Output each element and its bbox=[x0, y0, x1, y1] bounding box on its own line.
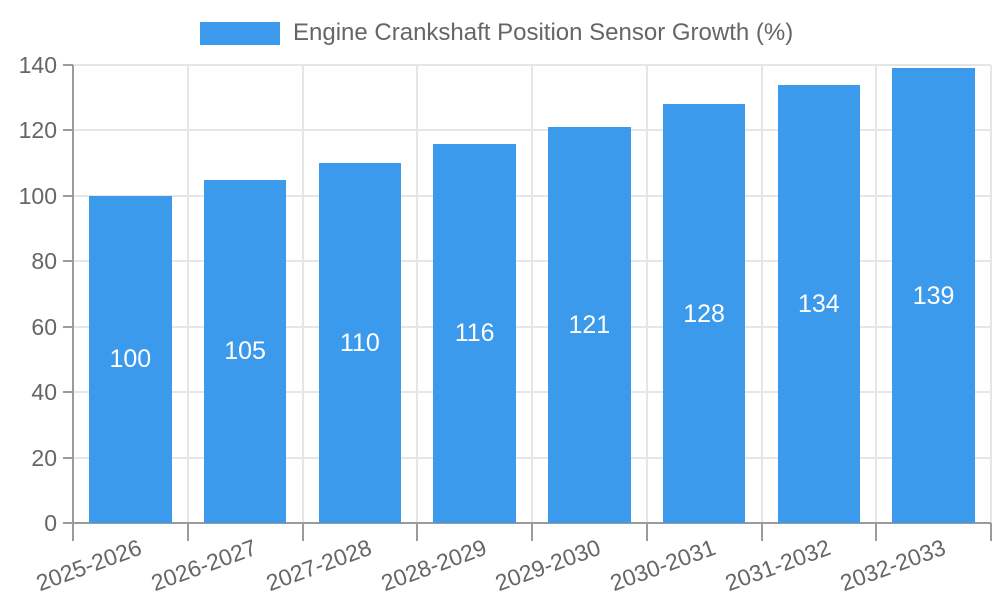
y-axis-label: 0 bbox=[44, 510, 57, 536]
bar-value-label: 121 bbox=[568, 311, 611, 340]
x-axis-label: 2027-2028 bbox=[262, 534, 375, 597]
y-axis-label: 40 bbox=[31, 379, 57, 406]
bar bbox=[203, 179, 287, 523]
y-axis-tick bbox=[63, 391, 73, 394]
gridline-vertical bbox=[416, 65, 419, 523]
bar-value-label: 128 bbox=[683, 299, 725, 328]
y-axis-label: 120 bbox=[18, 117, 57, 144]
bar bbox=[89, 195, 172, 523]
y-axis-label: 60 bbox=[31, 313, 57, 340]
chart-legend[interactable]: Engine Crankshaft Position Sensor Growth… bbox=[200, 20, 793, 46]
y-axis-tick bbox=[63, 194, 73, 197]
legend-swatch bbox=[200, 21, 280, 45]
x-axis-label: 2028-2029 bbox=[377, 534, 490, 597]
bar bbox=[777, 84, 861, 523]
y-axis-label: 100 bbox=[18, 182, 57, 209]
gridline-vertical bbox=[301, 65, 304, 523]
y-axis-tick bbox=[63, 522, 73, 524]
y-axis-tick bbox=[63, 456, 73, 459]
y-axis-tick bbox=[63, 64, 73, 66]
y-axis-line bbox=[72, 65, 74, 523]
x-axis-label: 2030-2031 bbox=[606, 534, 720, 597]
x-axis-tick bbox=[645, 523, 648, 541]
gridline-vertical bbox=[760, 65, 763, 523]
x-axis-tick bbox=[531, 523, 533, 541]
x-axis-tick bbox=[301, 523, 304, 541]
y-axis-label: 20 bbox=[31, 444, 57, 471]
bar bbox=[548, 127, 631, 523]
x-axis-tick bbox=[72, 523, 74, 541]
y-axis-tick bbox=[63, 129, 73, 132]
y-axis-tick bbox=[63, 325, 73, 328]
gridline-vertical bbox=[990, 65, 992, 523]
bar bbox=[318, 163, 402, 523]
gridline-vertical bbox=[875, 65, 878, 523]
y-axis-label: 140 bbox=[18, 52, 57, 78]
bar-value-label: 110 bbox=[339, 329, 380, 358]
y-axis-label: 80 bbox=[31, 248, 57, 275]
y-axis-tick bbox=[63, 260, 73, 263]
x-axis-label: 2029-2030 bbox=[492, 534, 605, 597]
x-axis-label: 2025-2026 bbox=[33, 534, 146, 597]
x-axis-label: 2031-2032 bbox=[721, 534, 834, 597]
x-axis-tick bbox=[416, 523, 419, 541]
x-axis-label: 2032-2033 bbox=[836, 534, 949, 597]
plot-area: 0 20 40 60 80 100 120 140 100 2025-2026 105 2026-20… bbox=[19, 52, 992, 596]
bar-value-label: 100 bbox=[109, 345, 152, 374]
bar bbox=[892, 68, 975, 523]
x-axis-tick bbox=[760, 523, 763, 541]
gridline-vertical bbox=[186, 65, 189, 523]
x-axis-tick bbox=[186, 523, 189, 541]
x-axis-tick bbox=[875, 523, 878, 541]
bar-value-label: 116 bbox=[454, 319, 495, 348]
bar-value-label: 134 bbox=[798, 289, 840, 318]
legend-label: Engine Crankshaft Position Sensor Growth… bbox=[293, 19, 794, 46]
bar bbox=[433, 143, 516, 523]
gridline-vertical bbox=[531, 65, 533, 523]
x-axis-label: 2026-2027 bbox=[147, 534, 261, 597]
x-axis-tick bbox=[990, 523, 992, 541]
bar-value-label: 139 bbox=[912, 281, 955, 310]
bar-value-label: 105 bbox=[224, 337, 266, 366]
gridline-vertical bbox=[645, 65, 648, 523]
bar bbox=[662, 104, 746, 523]
x-axis-line bbox=[73, 522, 991, 524]
